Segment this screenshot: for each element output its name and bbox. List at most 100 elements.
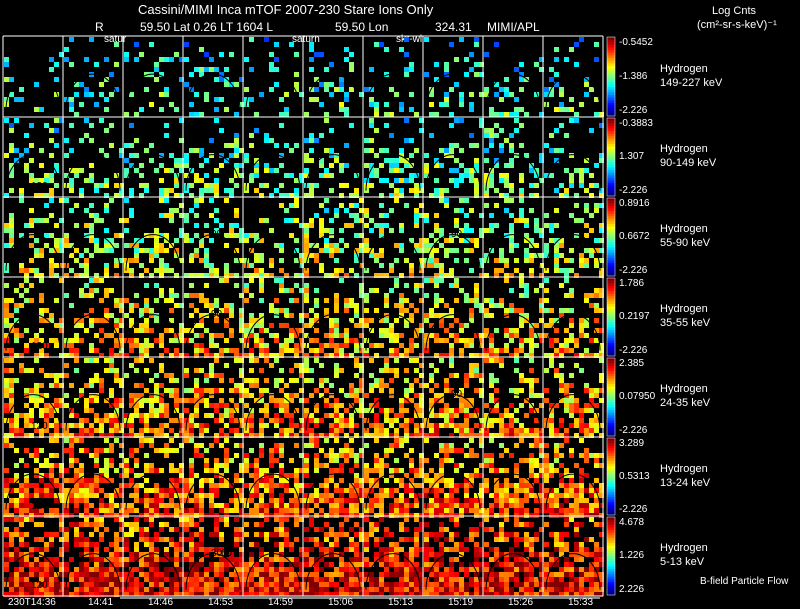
heatmap-pixel <box>569 268 574 273</box>
heatmap-pixel <box>389 112 394 117</box>
heatmap-pixel <box>214 567 219 572</box>
heatmap-pixel <box>269 463 274 468</box>
heatmap-pixel <box>599 358 604 363</box>
heatmap-pixel <box>109 388 114 393</box>
heatmap-pixel <box>574 338 579 343</box>
heatmap-pixel <box>124 168 129 173</box>
heatmap-pixel <box>114 368 119 373</box>
heatmap-pixel <box>339 368 344 373</box>
heatmap-pixel <box>284 508 289 513</box>
heatmap-pixel <box>119 348 124 353</box>
heatmap-pixel <box>94 213 99 218</box>
heatmap-pixel <box>494 433 499 438</box>
heatmap-pixel <box>504 498 509 503</box>
heatmap-pixel <box>89 378 94 383</box>
heatmap-pixel <box>534 288 539 293</box>
heatmap-pixel <box>384 303 389 308</box>
heatmap-pixel <box>174 183 179 188</box>
heatmap-pixel <box>584 388 589 393</box>
heatmap-pixel <box>589 388 594 393</box>
heatmap-pixel <box>444 458 449 463</box>
heatmap-pixel <box>304 168 309 173</box>
heatmap-pixel <box>149 143 154 148</box>
heatmap-pixel <box>379 473 384 478</box>
heatmap-pixel <box>209 562 214 567</box>
heatmap-pixel <box>469 313 474 318</box>
heatmap-pixel <box>264 508 269 513</box>
heatmap-pixel <box>594 488 599 493</box>
heatmap-pixel <box>254 128 259 133</box>
heatmap-pixel <box>324 148 329 153</box>
heatmap-pixel <box>64 153 69 158</box>
heatmap-pixel <box>464 453 469 458</box>
contour-arc <box>545 73 601 111</box>
heatmap-pixel <box>254 433 259 438</box>
heatmap-pixel <box>329 82 334 87</box>
heatmap-pixel <box>414 208 419 213</box>
heatmap-pixel <box>464 413 469 418</box>
heatmap-pixel <box>284 413 289 418</box>
heatmap-pixel <box>159 498 164 503</box>
heatmap-pixel <box>4 378 9 383</box>
heatmap-pixel <box>199 388 204 393</box>
heatmap-pixel <box>89 343 94 348</box>
heatmap-pixel <box>474 303 479 308</box>
heatmap-pixel <box>99 328 104 333</box>
heatmap-pixel <box>269 308 274 313</box>
heatmap-pixel <box>294 178 299 183</box>
heatmap-pixel <box>9 233 14 238</box>
heatmap-pixel <box>209 547 214 552</box>
heatmap-pixel <box>354 213 359 218</box>
heatmap-pixel <box>319 363 324 368</box>
heatmap-pixel <box>344 163 349 168</box>
heatmap-pixel <box>419 473 424 478</box>
heatmap-pixel <box>569 213 574 218</box>
heatmap-pixel <box>489 358 494 363</box>
heatmap-pixel <box>84 208 89 213</box>
heatmap-pixel <box>89 163 94 168</box>
heatmap-pixel <box>384 112 389 117</box>
heatmap-pixel <box>294 188 299 193</box>
heatmap-pixel <box>159 423 164 428</box>
heatmap-pixel <box>234 273 239 278</box>
heatmap-pixel <box>489 107 494 112</box>
heatmap-pixel <box>384 413 389 418</box>
heatmap-pixel <box>184 572 189 577</box>
heatmap-pixel <box>124 458 129 463</box>
heatmap-pixel <box>4 283 9 288</box>
heatmap-pixel <box>64 493 69 498</box>
heatmap-pixel <box>319 203 324 208</box>
heatmap-panel <box>484 42 544 117</box>
heatmap-pixel <box>369 383 374 388</box>
heatmap-pixel <box>69 423 74 428</box>
heatmap-pixel <box>344 208 349 213</box>
heatmap-panel <box>544 278 604 358</box>
heatmap-pixel <box>224 562 229 567</box>
heatmap-panel <box>304 358 364 438</box>
heatmap-pixel <box>144 428 149 433</box>
heatmap-pixel <box>54 92 59 97</box>
heatmap-pixel <box>219 572 224 577</box>
heatmap-pixel <box>69 188 74 193</box>
contour-arc <box>65 553 121 590</box>
heatmap-pixel <box>9 577 14 582</box>
heatmap-pixel <box>319 133 324 138</box>
heatmap-pixel <box>364 223 369 228</box>
heatmap-pixel <box>314 138 319 143</box>
heatmap-pixel <box>539 428 544 433</box>
heatmap-pixel <box>169 468 174 473</box>
heatmap-pixel <box>444 248 449 253</box>
heatmap-pixel <box>229 193 234 198</box>
heatmap-pixel <box>4 443 9 448</box>
heatmap-pixel <box>359 218 364 223</box>
heatmap-pixel <box>204 582 209 587</box>
heatmap-pixel <box>274 552 279 557</box>
heatmap-pixel <box>389 473 394 478</box>
heatmap-pixel <box>14 428 19 433</box>
heatmap-pixel <box>154 532 159 537</box>
heatmap-pixel <box>529 273 534 278</box>
heatmap-pixel <box>294 483 299 488</box>
heatmap-pixel <box>224 503 229 508</box>
heatmap-pixel <box>394 198 399 203</box>
heatmap-pixel <box>324 353 329 358</box>
